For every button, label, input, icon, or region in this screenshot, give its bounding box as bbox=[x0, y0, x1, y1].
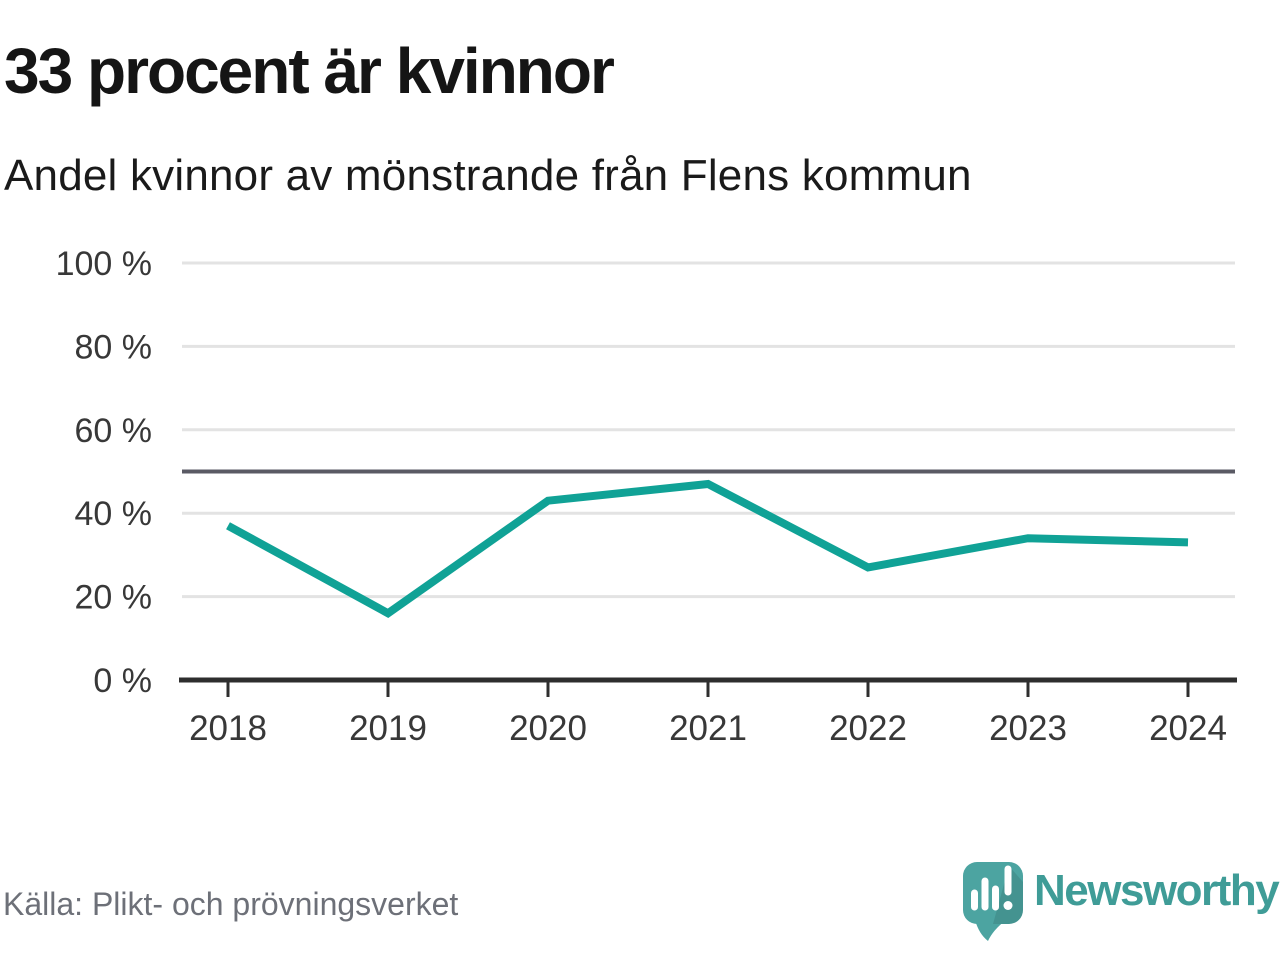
xtick-label: 2021 bbox=[669, 709, 747, 748]
ytick-label: 100 % bbox=[56, 245, 152, 283]
speech-bubble-tail-icon bbox=[975, 920, 1006, 941]
ytick-label: 40 % bbox=[75, 495, 153, 533]
chart-subtitle: Andel kvinnor av mönstrande från Flens k… bbox=[4, 151, 972, 200]
source-note: Källa: Plikt- och prövningsverket bbox=[3, 886, 459, 922]
xtick-label: 2022 bbox=[829, 709, 907, 748]
xtick-label: 2018 bbox=[189, 709, 267, 748]
xtick-label: 2019 bbox=[349, 709, 427, 748]
xtick-label: 2024 bbox=[1149, 709, 1227, 748]
logo-exclamation-dot bbox=[1003, 901, 1013, 910]
ytick-label: 80 % bbox=[75, 328, 153, 366]
newsworthy-logo-icon bbox=[963, 862, 1023, 941]
newsworthy-logo-text: Newsworthy bbox=[1034, 866, 1280, 915]
ytick-label: 60 % bbox=[75, 412, 153, 450]
line-chart: 0 % 20 % 40 % 60 % 80 % 100 % 2018 2019 2020 2021… bbox=[56, 245, 1237, 748]
chart-title: 33 procent är kvinnor bbox=[4, 35, 615, 107]
xtick-label: 2023 bbox=[989, 709, 1067, 748]
series-line bbox=[226, 479, 1189, 618]
xtick-label: 2020 bbox=[509, 709, 587, 748]
bar-chart-glyph-icon bbox=[971, 865, 1012, 911]
ytick-label: 0 % bbox=[93, 662, 152, 700]
ytick-label: 20 % bbox=[75, 579, 153, 617]
